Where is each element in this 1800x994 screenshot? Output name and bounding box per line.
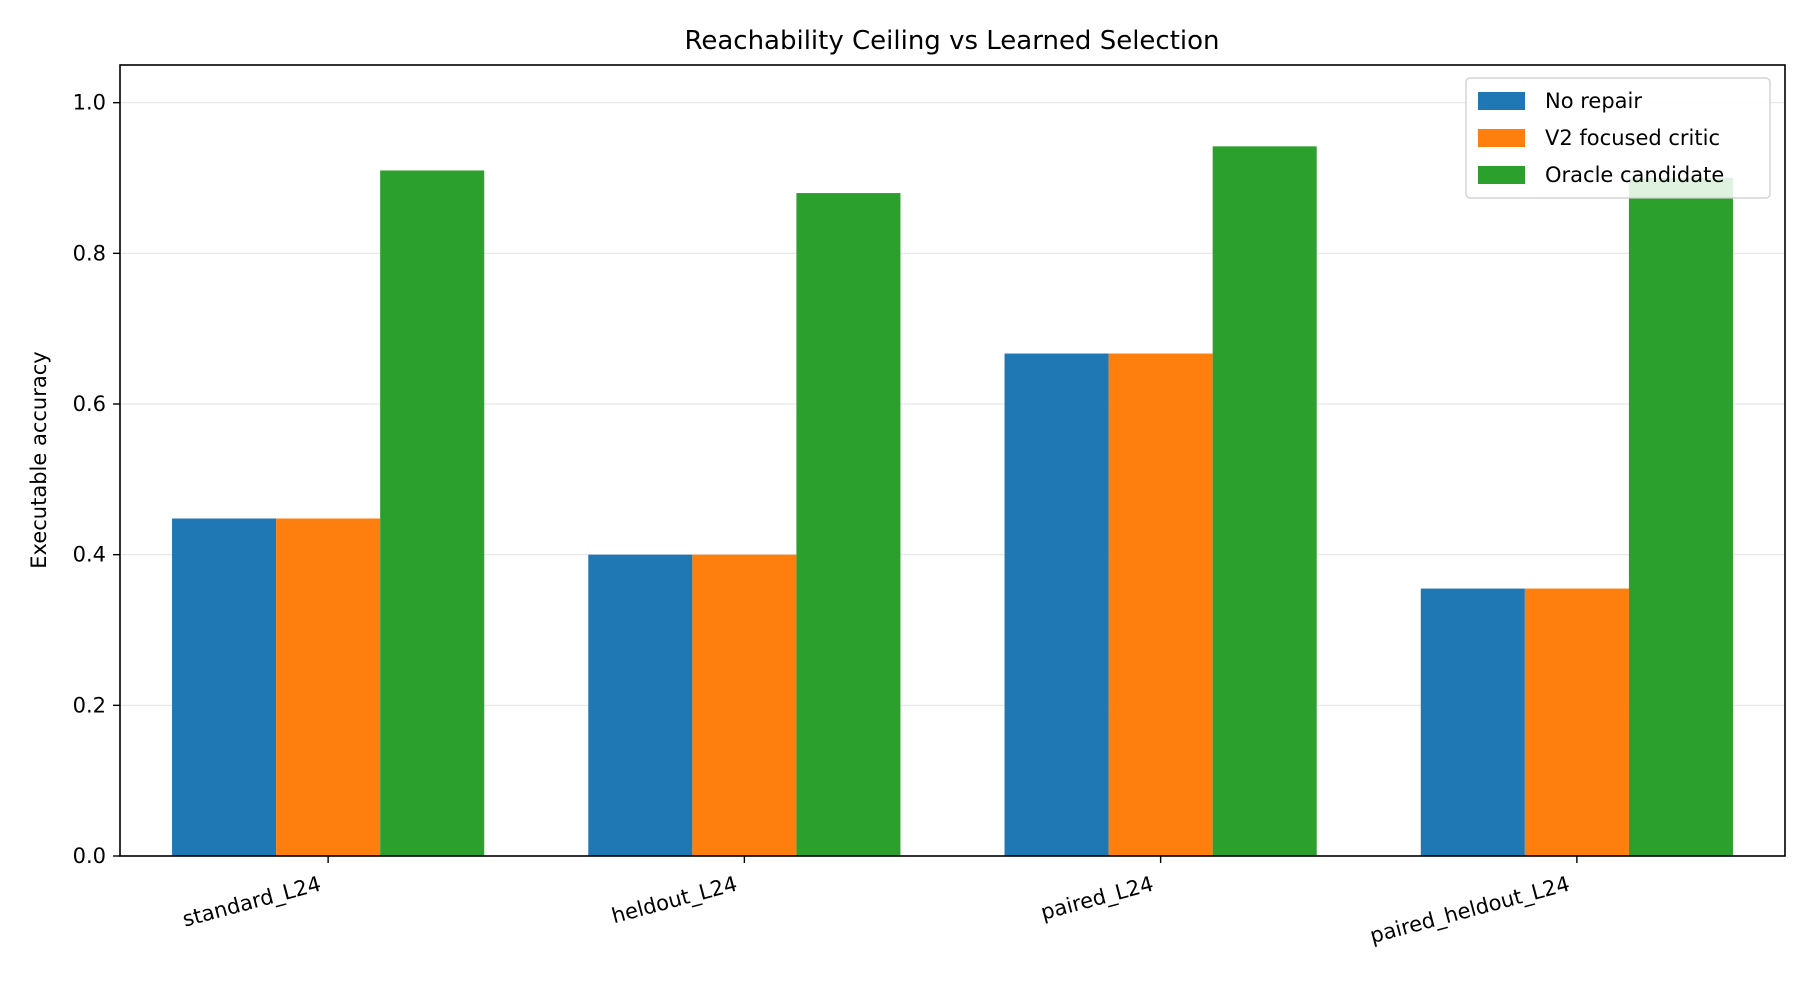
bar-oracle-candidate-paired_l24 xyxy=(1212,146,1317,857)
plot-area-frame xyxy=(119,64,1786,857)
x-axis: standard_L24 heldout_L24 paired_L24 paired_… xyxy=(180,856,1578,949)
y-tick-label: 0.4 xyxy=(73,543,106,567)
legend-swatch xyxy=(1478,92,1525,110)
x-tick-label: paired_L24 xyxy=(1038,872,1156,926)
x-tick-label: heldout_L24 xyxy=(609,872,740,929)
x-tick-label: paired_heldout_L24 xyxy=(1367,872,1572,949)
y-tick-label: 0.2 xyxy=(73,693,106,717)
legend-box xyxy=(1465,77,1771,199)
bar-v2-focused-critic-heldout_l24 xyxy=(692,554,797,856)
bars xyxy=(172,146,1733,857)
legend-label: No repair xyxy=(1545,89,1642,113)
legend: No repair V2 focused critic Oracle candida… xyxy=(1465,77,1771,199)
bar-oracle-candidate-heldout_l24 xyxy=(796,193,901,857)
bar-no-repair-paired_heldout_l24 xyxy=(1420,588,1525,856)
x-tick-label: standard_L24 xyxy=(180,872,324,933)
bar-v2-focused-critic-paired_heldout_l24 xyxy=(1524,588,1629,856)
legend-label: Oracle candidate xyxy=(1545,163,1724,187)
bar-oracle-candidate-standard_l24 xyxy=(380,170,485,856)
y-axis-label: Executable accuracy xyxy=(27,351,51,568)
bar-v2-focused-critic-paired_l24 xyxy=(1108,353,1213,856)
bar-no-repair-heldout_l24 xyxy=(588,554,693,856)
legend-swatch xyxy=(1478,166,1525,184)
bar-oracle-candidate-paired_heldout_l24 xyxy=(1628,178,1733,856)
y-tick-label: 0.6 xyxy=(73,392,106,416)
legend-swatch xyxy=(1478,129,1525,147)
y-tick-label: 0.0 xyxy=(73,844,106,868)
y-tick-label: 0.8 xyxy=(73,241,106,265)
bar-v2-focused-critic-standard_l24 xyxy=(276,518,381,856)
bar-no-repair-paired_l24 xyxy=(1004,353,1109,856)
y-tick-label: 1.0 xyxy=(73,91,106,115)
legend-label: V2 focused critic xyxy=(1545,126,1720,150)
y-axis: 0.0 0.2 0.4 0.6 0.8 1.0 xyxy=(73,91,120,868)
chart-title: Reachability Ceiling vs Learned Selectio… xyxy=(684,26,1219,56)
bar-no-repair-standard_l24 xyxy=(172,518,277,856)
